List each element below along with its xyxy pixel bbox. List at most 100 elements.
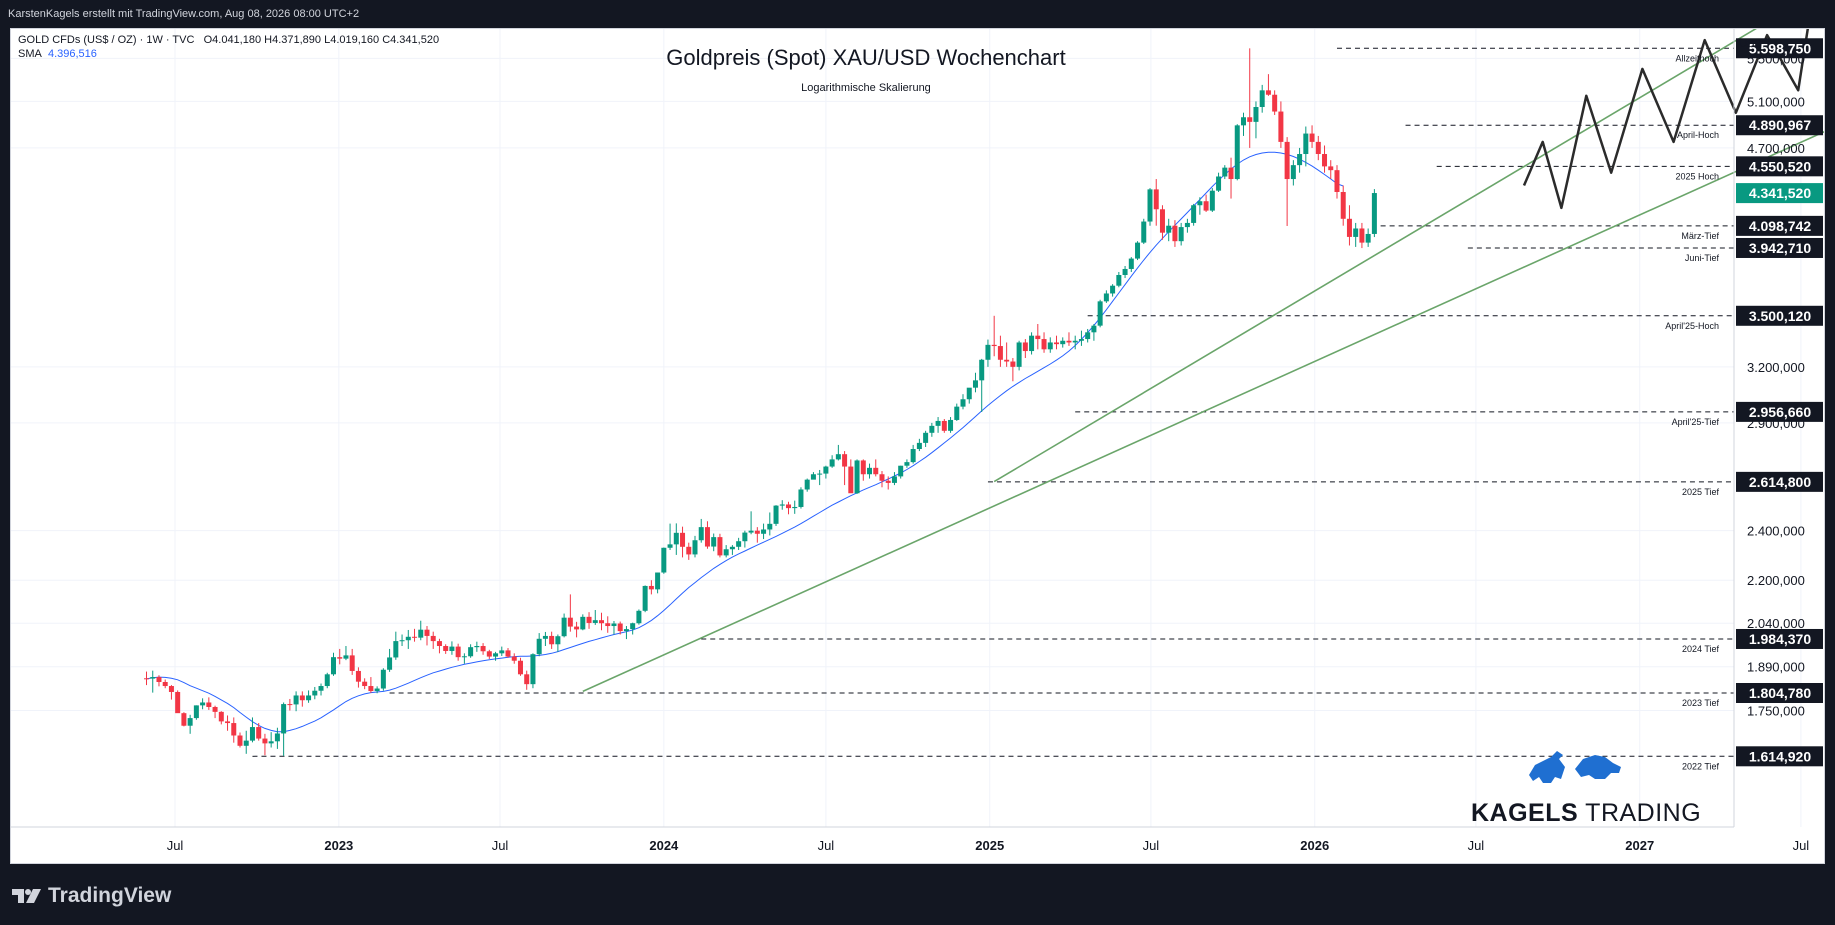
candle-body — [860, 460, 866, 475]
candle — [1153, 179, 1159, 226]
candle-body — [150, 677, 156, 679]
candle — [904, 459, 910, 468]
candle — [530, 653, 536, 689]
symbol-name[interactable]: GOLD CFDs (US$ / OZ) · 1W · TVC — [18, 34, 195, 46]
candle — [405, 629, 411, 649]
candle — [1272, 90, 1278, 115]
candle — [536, 633, 542, 657]
logo-light: TRADING — [1578, 799, 1702, 827]
price-label-text: 4.098,742 — [1749, 218, 1811, 234]
candle — [1178, 222, 1184, 246]
candle — [162, 679, 168, 689]
candle-body — [916, 442, 922, 450]
candle-body — [1141, 221, 1147, 243]
candle-body — [923, 432, 929, 443]
candle-body — [524, 674, 530, 685]
current-price-label: 4.341,520 — [1736, 183, 1823, 204]
candle — [948, 417, 954, 433]
candle-body — [742, 532, 748, 542]
candle-body — [1122, 268, 1128, 275]
symbol-legend[interactable]: GOLD CFDs (US$ / OZ) · 1W · TVC O4.041,1… — [18, 34, 439, 46]
candle-body — [362, 681, 368, 687]
candle-body — [736, 541, 742, 547]
candle — [368, 677, 374, 693]
price-label-box — [1736, 401, 1823, 422]
candle-body — [1035, 335, 1041, 340]
candle-body — [193, 705, 199, 719]
sma-legend[interactable]: SMA 4.396,516 — [18, 48, 97, 60]
level-price-label: 1.614,920 — [1736, 746, 1823, 767]
candle-body — [804, 479, 810, 490]
chart-panel[interactable]: Jul2023Jul2024Jul2025Jul2026Jul2027Jul6.… — [10, 28, 1825, 864]
x-tick-label: 2025 — [975, 838, 1004, 853]
candle-body — [898, 465, 904, 477]
candle — [312, 686, 318, 700]
candle — [517, 657, 523, 676]
currency-unit[interactable]: USD — [1739, 38, 1763, 50]
candle-body — [187, 718, 193, 726]
candle-body — [1272, 94, 1278, 112]
candle — [686, 542, 692, 560]
candle-body — [449, 646, 455, 651]
candle — [1078, 330, 1084, 346]
candle-body — [1085, 332, 1091, 340]
sma-label[interactable]: SMA — [18, 48, 42, 60]
bull-bear-icon — [1529, 751, 1621, 783]
kagels-trading-logo: KAGELS TRADING — [1471, 739, 1701, 829]
candle-body — [1284, 141, 1290, 180]
candle-body — [829, 459, 835, 467]
chart-canvas[interactable]: Jul2023Jul2024Jul2025Jul2026Jul2027Jul6.… — [11, 29, 1824, 863]
candle — [187, 714, 193, 734]
axis-layer: Jul2023Jul2024Jul2025Jul2026Jul2027Jul6.… — [11, 29, 1823, 853]
candle-body — [686, 546, 692, 555]
candle-body — [1228, 167, 1234, 180]
candle — [673, 523, 679, 555]
price-label-text: 1.804,780 — [1749, 685, 1811, 701]
candle — [854, 459, 860, 494]
candle — [879, 471, 885, 488]
candle — [424, 626, 430, 646]
price-label-text: 3.942,710 — [1749, 240, 1811, 256]
candle — [586, 612, 592, 629]
candle-body — [505, 650, 511, 657]
projection-path — [1522, 29, 1810, 210]
trendline — [582, 131, 1824, 693]
price-label-box — [1736, 746, 1823, 767]
candle — [698, 518, 704, 543]
candle — [324, 672, 330, 689]
candle-body — [536, 638, 542, 655]
candle-body — [262, 738, 268, 744]
candle — [343, 646, 349, 661]
candle-body — [355, 670, 361, 682]
candle-body — [854, 460, 860, 494]
candle — [729, 545, 735, 555]
candle — [1278, 101, 1284, 148]
candle — [1334, 165, 1340, 199]
candle — [704, 521, 710, 549]
candle-body — [704, 527, 710, 547]
candle-body — [312, 690, 318, 696]
candle — [1072, 335, 1078, 350]
marks-layer — [144, 29, 1824, 757]
level-price-label: 1.804,780 — [1736, 683, 1823, 703]
candle — [468, 644, 474, 658]
candle — [991, 315, 997, 357]
level-name: März-Tief — [1681, 231, 1719, 241]
candle — [1010, 358, 1016, 382]
level-name: Allzeithoch — [1675, 53, 1719, 63]
candle-body — [212, 706, 218, 712]
candle-body — [1322, 154, 1328, 167]
y-tick-label: 5.100,000 — [1747, 94, 1805, 109]
candle — [412, 628, 418, 642]
candle-body — [991, 344, 997, 347]
candle-body — [1334, 170, 1340, 192]
y-tick-label: 4.700,000 — [1747, 141, 1805, 156]
candle — [399, 634, 405, 647]
candle — [1216, 172, 1222, 192]
candle-body — [424, 629, 430, 636]
candle — [997, 335, 1003, 367]
candle — [1060, 337, 1066, 348]
candle — [692, 535, 698, 558]
tradingview-logo[interactable]: TradingView — [12, 883, 171, 909]
candle-body — [798, 489, 804, 507]
